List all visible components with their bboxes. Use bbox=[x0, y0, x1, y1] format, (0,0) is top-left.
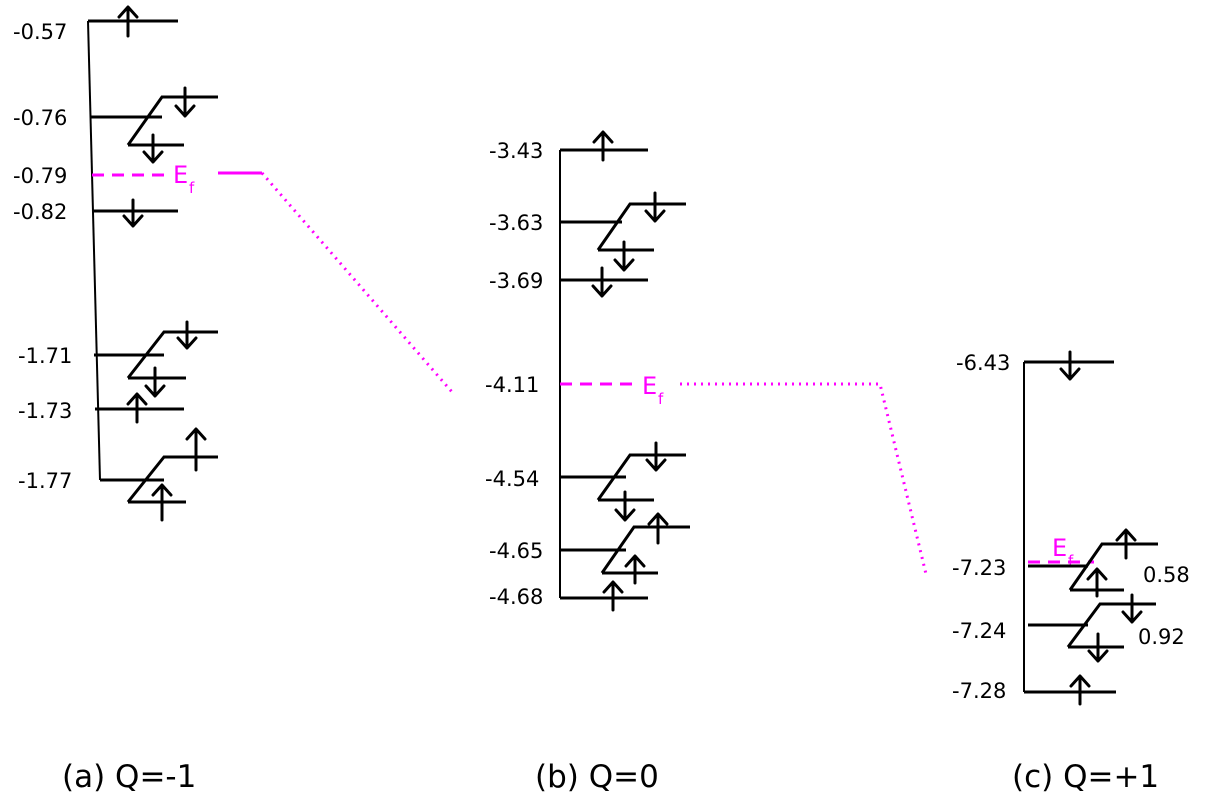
level-label: -7.23 bbox=[952, 556, 1006, 580]
fermi-label: E bbox=[173, 161, 188, 189]
spin-down-arrow bbox=[645, 441, 667, 472]
spin-down-arrow bbox=[142, 133, 164, 164]
splitting-value: 0.58 bbox=[1143, 563, 1190, 587]
spin-up-arrow bbox=[592, 130, 614, 162]
splitting-value: 0.92 bbox=[1138, 625, 1185, 649]
panel-caption: (b) Q=0 bbox=[535, 759, 659, 795]
spin-up-arrow bbox=[185, 427, 207, 472]
spin-up-arrow bbox=[151, 483, 173, 522]
spin-up-arrow bbox=[1069, 674, 1091, 706]
level-label: -1.73 bbox=[18, 399, 72, 423]
spin-down-arrow bbox=[1087, 632, 1109, 663]
spin-up-arrow bbox=[647, 512, 669, 545]
spin-down-arrow bbox=[174, 86, 196, 118]
level-label: -0.57 bbox=[13, 20, 67, 44]
fermi-label: E bbox=[642, 372, 657, 400]
level-label: -4.68 bbox=[489, 585, 543, 609]
level-label: -4.65 bbox=[489, 539, 543, 563]
spin-down-arrow bbox=[591, 266, 613, 298]
split-level-upper bbox=[596, 202, 686, 251]
spin-up-arrow bbox=[117, 5, 139, 38]
spin-down-arrow bbox=[122, 198, 144, 228]
level-label: -1.77 bbox=[18, 469, 72, 493]
panel-b: E f -3.43 -3.63 -3.69 -4.11 -4.54 -4.65 … bbox=[485, 130, 690, 795]
level-label: -3.63 bbox=[489, 211, 543, 235]
level-label: -7.24 bbox=[952, 619, 1006, 643]
level-label: -3.43 bbox=[489, 139, 543, 163]
fermi-subscript: f bbox=[1068, 552, 1074, 570]
spin-down-arrow bbox=[613, 240, 635, 272]
level-label: -0.79 bbox=[13, 164, 67, 188]
panel-a-axis bbox=[87, 20, 101, 481]
fermi-subscript: f bbox=[658, 390, 664, 408]
spin-down-arrow bbox=[144, 366, 166, 398]
spin-down-arrow bbox=[644, 191, 666, 223]
split-level-upper bbox=[126, 95, 218, 146]
spin-up-arrow bbox=[602, 580, 624, 612]
level-label: -4.11 bbox=[485, 373, 539, 397]
panel-a: E f -0.57 -0.76 -0.79 -0.82 -1.71 -1.73 … bbox=[13, 5, 262, 795]
spin-up-arrow bbox=[1115, 528, 1137, 560]
level-label: -3.69 bbox=[489, 269, 543, 293]
spin-down-arrow bbox=[614, 490, 636, 522]
split-level-upper bbox=[1066, 602, 1156, 648]
level-label: -6.43 bbox=[956, 351, 1010, 375]
fermi-label: E bbox=[1052, 534, 1067, 562]
spin-up-arrow bbox=[624, 554, 646, 585]
split-level-upper bbox=[596, 453, 686, 501]
fermi-connector bbox=[680, 382, 928, 575]
level-label: -1.71 bbox=[18, 344, 72, 368]
panel-caption: (a) Q=-1 bbox=[62, 759, 196, 795]
spin-down-arrow bbox=[176, 320, 198, 350]
level-label: -7.28 bbox=[952, 679, 1006, 703]
spin-down-arrow bbox=[1121, 593, 1143, 624]
level-label: -0.76 bbox=[13, 106, 67, 130]
panel-caption: (c) Q=+1 bbox=[1012, 759, 1159, 795]
spin-down-arrow bbox=[1059, 350, 1081, 381]
fermi-subscript: f bbox=[189, 179, 195, 197]
split-level-upper bbox=[1068, 542, 1158, 591]
level-label: -4.54 bbox=[485, 467, 539, 491]
split-level-upper bbox=[126, 455, 218, 503]
spin-up-arrow bbox=[126, 392, 148, 424]
level-label: -0.82 bbox=[13, 200, 67, 224]
split-level-upper bbox=[600, 525, 690, 574]
spin-up-arrow bbox=[1086, 567, 1108, 598]
split-level-upper bbox=[126, 330, 218, 379]
fermi-connector bbox=[260, 172, 454, 393]
panel-c: E f 0.58 0.92 -6.43 -7.23 -7.24 -7.28 (c… bbox=[952, 350, 1190, 795]
